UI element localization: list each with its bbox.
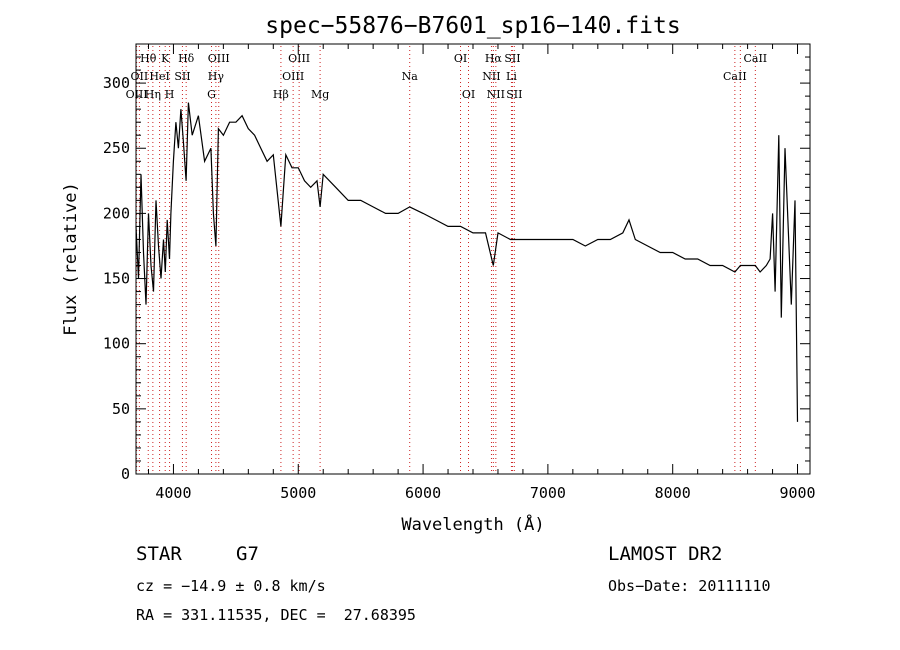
line-label: OI xyxy=(454,52,467,65)
line-label: CaII xyxy=(723,70,747,83)
line-label: Mg xyxy=(311,88,329,101)
x-tick-label: 4000 xyxy=(155,484,191,502)
line-label: Hβ xyxy=(273,88,289,101)
line-label: Hη xyxy=(145,88,161,101)
line-label: Li xyxy=(506,70,517,83)
x-tick-label: 9000 xyxy=(779,484,815,502)
object-class: STAR xyxy=(136,543,182,565)
line-label: OIII xyxy=(288,52,310,65)
line-label: Na xyxy=(402,70,419,83)
y-tick-label: 150 xyxy=(103,270,130,288)
line-label: OIII xyxy=(208,52,230,65)
line-label: SII xyxy=(174,70,190,83)
x-tick-label: 5000 xyxy=(280,484,316,502)
line-label: H xyxy=(165,88,175,101)
plot-frame xyxy=(135,43,811,475)
line-label: Hα xyxy=(485,52,503,65)
line-label: CaII xyxy=(743,52,767,65)
line-label: SII xyxy=(506,88,522,101)
axis-ticks: 4000 5000 6000 7000 8000 9000 0 50 100 150 200 250 3… xyxy=(103,44,816,502)
x-tick-label: 7000 xyxy=(530,484,566,502)
line-label: G xyxy=(207,88,216,101)
line-label: Hγ xyxy=(208,70,225,83)
redshift-cz: cz = −14.9 ± 0.8 km/s xyxy=(136,577,326,595)
y-tick-label: 200 xyxy=(103,204,130,222)
line-label: K xyxy=(161,52,170,65)
line-label: NII xyxy=(482,70,500,83)
line-label: SII xyxy=(504,52,520,65)
x-axis-label: Wavelength (Å) xyxy=(401,513,544,535)
line-label: NII xyxy=(487,88,505,101)
y-tick-label: 50 xyxy=(112,400,130,418)
y-tick-label: 300 xyxy=(103,74,130,92)
y-tick-label: 100 xyxy=(103,335,130,353)
chart-title: spec−55876−B7601_sp16−140.fits xyxy=(265,13,680,39)
observation-date: Obs−Date: 20111110 xyxy=(608,577,771,595)
line-label: Hδ xyxy=(178,52,195,65)
line-label: HeI xyxy=(149,70,169,83)
y-tick-label: 0 xyxy=(121,465,130,483)
y-tick-label: 250 xyxy=(103,139,130,157)
y-axis-label: Flux (relative) xyxy=(61,182,81,336)
x-tick-label: 8000 xyxy=(655,484,691,502)
x-tick-label: 6000 xyxy=(405,484,441,502)
line-label: OIII xyxy=(126,88,148,101)
line-labels: Hθ OII OIII K HeI Hη H Hδ SII OIII Hγ G Hβ OIII OIII Mg… xyxy=(126,52,768,101)
object-subclass: G7 xyxy=(236,543,259,565)
line-label: OI xyxy=(462,88,475,101)
spectrum-line xyxy=(135,102,799,422)
survey-name: LAMOST DR2 xyxy=(608,543,723,565)
line-label: Hθ xyxy=(140,52,157,65)
line-label: OIII xyxy=(282,70,304,83)
line-markers xyxy=(136,46,756,474)
coordinates: RA = 331.11535, DEC = 27.68395 xyxy=(136,606,416,624)
line-label: OII xyxy=(131,70,149,83)
